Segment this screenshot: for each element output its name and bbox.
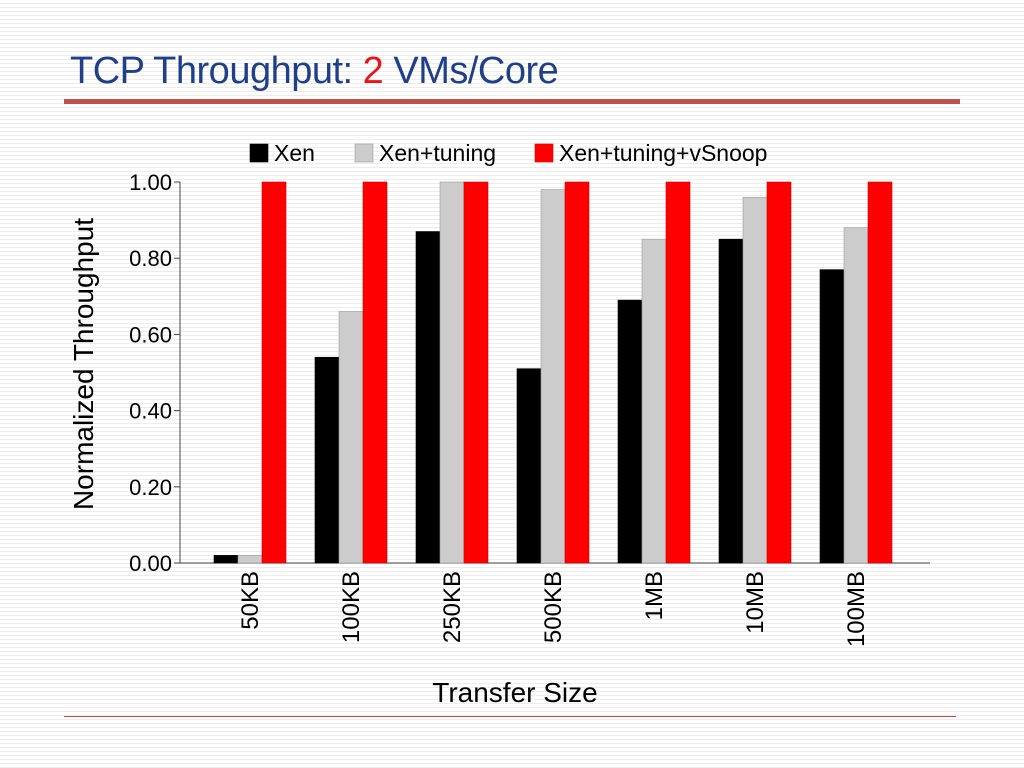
footer-divider [64, 716, 956, 717]
bar-group-50kb [213, 181, 287, 564]
bar-xen-tuning-vsnoop-50kb [261, 181, 287, 564]
x-tick-label: 250KB [439, 571, 466, 643]
bar-xen-tuning-50kb [237, 555, 263, 564]
bar-group-100mb [819, 181, 893, 564]
y-axis: 0.00 0.20 0.40 0.60 0.80 1.00 [129, 170, 181, 576]
bar-xen-tuning-100kb [338, 311, 364, 564]
legend-label: Xen+tuning [379, 140, 496, 166]
bar-xen-tuning-vsnoop-500kb [564, 181, 590, 564]
bar-xen-50kb [213, 555, 239, 564]
legend-label: Xen [274, 140, 315, 166]
bar-xen-10mb [718, 238, 744, 564]
legend-swatch [354, 143, 374, 163]
bar-xen-tuning-vsnoop-1mb [665, 181, 691, 564]
bar-group-1mb [617, 181, 691, 564]
bar-xen-tuning-vsnoop-100kb [362, 181, 388, 564]
y-axis-label: Normalized Throughput [68, 218, 99, 510]
bar-xen-tuning-500kb [540, 189, 566, 564]
legend-item-xen: Xen [249, 140, 315, 166]
bar-group-10mb [718, 181, 792, 564]
bar-xen-tuning-100mb [843, 227, 869, 564]
bar-group-100kb [314, 181, 388, 564]
x-axis: 50KB 100KB 250KB 500KB 1MB 10MB 100MB [180, 562, 930, 647]
y-tick-label: 0.40 [129, 399, 172, 424]
bar-xen-250kb [415, 231, 441, 564]
x-tick-label: 1MB [641, 571, 668, 620]
legend-item-xen-tuning: Xen+tuning [354, 140, 496, 166]
x-tick-label: 100KB [338, 571, 365, 643]
bar-xen-tuning-vsnoop-100mb [867, 181, 893, 564]
title-divider [64, 99, 960, 104]
legend-label: Xen+tuning+vSnoop [559, 140, 767, 166]
y-tick-label: 1.00 [129, 170, 172, 195]
legend-swatch [534, 143, 554, 163]
y-tick-label: 0.20 [129, 475, 172, 500]
y-tick-label: 0.80 [129, 246, 172, 271]
slide-title: TCP Throughput: 2 VMs/Core [70, 50, 559, 93]
bar-group-250kb [415, 181, 489, 564]
bar-xen-100mb [819, 269, 845, 564]
bar-xen-tuning-vsnoop-250kb [463, 181, 489, 564]
bar-group-500kb [516, 181, 590, 564]
x-tick-label: 100MB [843, 571, 870, 647]
x-tick-label: 500KB [540, 571, 567, 643]
bar-xen-tuning-10mb [742, 196, 768, 564]
bar-xen-1mb [617, 299, 643, 564]
y-tick-label: 0.60 [129, 322, 172, 347]
x-tick-label: 50KB [237, 571, 264, 630]
x-tick-label: 10MB [742, 571, 769, 634]
bar-xen-tuning-250kb [439, 181, 465, 564]
x-axis-label: Transfer Size [432, 677, 597, 708]
slide-title-rest: VMs/Core [383, 50, 559, 92]
legend-item-xen-tuning-vsnoop: Xen+tuning+vSnoop [534, 140, 767, 166]
y-tick-label: 0.00 [129, 551, 172, 576]
bar-groups [213, 181, 893, 564]
slide-title-main: TCP Throughput: [70, 50, 363, 92]
chart-legend: Xen Xen+tuning Xen+tuning+vSnoop [249, 140, 767, 166]
bar-xen-tuning-vsnoop-10mb [766, 181, 792, 564]
slide-title-accent: 2 [362, 50, 384, 92]
bar-xen-100kb [314, 356, 340, 564]
bar-xen-500kb [516, 368, 542, 564]
bar-xen-tuning-1mb [641, 238, 667, 564]
legend-swatch [249, 143, 269, 163]
